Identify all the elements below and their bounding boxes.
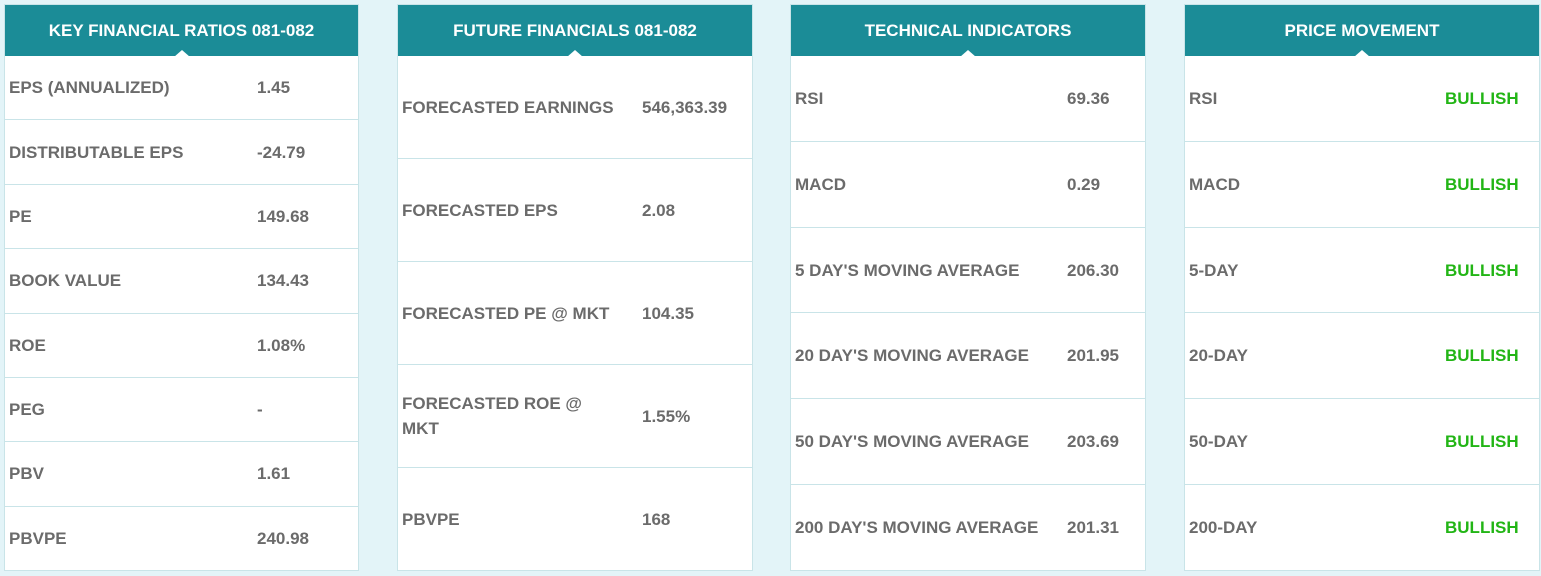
ratio-value: -24.79 xyxy=(257,142,306,162)
price-movement-card: PRICE MOVEMENT RSI BULLISH MACD BULLISH … xyxy=(1184,4,1540,571)
table-row: 50-DAY BULLISH xyxy=(1185,399,1539,486)
future-financials-header: FUTURE FINANCIALS 081-082 xyxy=(398,5,752,57)
table-row: MACD BULLISH xyxy=(1185,142,1539,228)
indicator-value: 206.30 xyxy=(1067,260,1119,280)
movement-status: BULLISH xyxy=(1445,174,1519,194)
indicator-value: 201.31 xyxy=(1067,518,1119,538)
key-financial-ratios-table: EPS (ANNUALIZED) 1.45 DISTRIBUTABLE EPS … xyxy=(5,56,358,570)
forecast-value: 546,363.39 xyxy=(642,97,728,117)
table-row: RSI 69.36 xyxy=(791,56,1145,142)
forecast-value: 1.55% xyxy=(642,406,691,426)
movement-label: 200-DAY xyxy=(1189,518,1258,538)
ratio-label: PBV xyxy=(9,464,44,484)
indicator-label: 5 DAY'S MOVING AVERAGE xyxy=(795,260,1020,280)
technical-indicators-header: TECHNICAL INDICATORS xyxy=(791,5,1145,57)
table-row: PBVPE 168 xyxy=(398,468,752,570)
ratio-label: BOOK VALUE xyxy=(9,271,122,291)
ratio-value: 1.61 xyxy=(257,464,291,484)
indicator-value: 203.69 xyxy=(1067,432,1119,452)
table-row: 5-DAY BULLISH xyxy=(1185,228,1539,314)
forecast-label: PBVPE xyxy=(402,509,460,529)
movement-status: BULLISH xyxy=(1445,346,1519,366)
movement-label: MACD xyxy=(1189,174,1240,194)
indicator-label: MACD xyxy=(795,174,846,194)
table-row: FORECASTED PE @ MKT 104.35 xyxy=(398,262,752,365)
future-financials-table: FORECASTED EARNINGS 546,363.39 FORECASTE… xyxy=(398,56,752,570)
table-row: MACD 0.29 xyxy=(791,142,1145,228)
movement-label: 50-DAY xyxy=(1189,432,1248,452)
table-row: PBV 1.61 xyxy=(5,442,358,507)
technical-indicators-card: TECHNICAL INDICATORS RSI 69.36 MACD 0.29… xyxy=(790,4,1146,571)
ratio-value: 1.45 xyxy=(257,78,291,98)
ratio-value: 1.08% xyxy=(257,335,306,355)
future-financials-card: FUTURE FINANCIALS 081-082 FORECASTED EAR… xyxy=(397,4,753,571)
price-movement-header: PRICE MOVEMENT xyxy=(1185,5,1539,57)
table-row: 50 DAY'S MOVING AVERAGE 203.69 xyxy=(791,399,1145,486)
key-financial-ratios-card: KEY FINANCIAL RATIOS 081-082 EPS (ANNUAL… xyxy=(4,4,359,571)
ratio-value: - xyxy=(257,400,263,420)
movement-label: RSI xyxy=(1189,88,1218,108)
forecast-label: FORECASTED PE @ MKT xyxy=(402,303,610,323)
table-row: PE 149.68 xyxy=(5,185,358,250)
forecast-value: 2.08 xyxy=(642,200,676,220)
table-row: PBVPE 240.98 xyxy=(5,507,358,570)
table-row: 200-DAY BULLISH xyxy=(1185,485,1539,570)
forecast-value: 168 xyxy=(642,509,671,529)
table-row: RSI BULLISH xyxy=(1185,56,1539,142)
indicator-value: 0.29 xyxy=(1067,174,1101,194)
indicator-label: 50 DAY'S MOVING AVERAGE xyxy=(795,432,1029,452)
forecast-label: FORECASTED ROE @ MKT xyxy=(402,394,582,438)
indicator-value: 69.36 xyxy=(1067,88,1110,108)
table-row: 20-DAY BULLISH xyxy=(1185,313,1539,400)
table-row: DISTRIBUTABLE EPS -24.79 xyxy=(5,120,358,185)
table-row: 200 DAY'S MOVING AVERAGE 201.31 xyxy=(791,485,1145,570)
ratio-label: EPS (ANNUALIZED) xyxy=(9,78,170,98)
table-row: BOOK VALUE 134.43 xyxy=(5,249,358,314)
key-financial-ratios-header: KEY FINANCIAL RATIOS 081-082 xyxy=(5,5,358,57)
ratio-value: 149.68 xyxy=(257,206,309,226)
movement-status: BULLISH xyxy=(1445,432,1519,452)
table-row: 20 DAY'S MOVING AVERAGE 201.95 xyxy=(791,313,1145,400)
movement-label: 5-DAY xyxy=(1189,260,1239,280)
table-row: FORECASTED EPS 2.08 xyxy=(398,159,752,262)
movement-label: 20-DAY xyxy=(1189,346,1248,366)
ratio-value: 134.43 xyxy=(257,271,309,291)
ratio-label: PE xyxy=(9,206,32,226)
price-movement-table: RSI BULLISH MACD BULLISH 5-DAY BULLISH 2… xyxy=(1185,56,1539,570)
forecast-label: FORECASTED EPS xyxy=(402,200,558,220)
ratio-label: PEG xyxy=(9,400,45,420)
table-row: 5 DAY'S MOVING AVERAGE 206.30 xyxy=(791,228,1145,314)
table-row: EPS (ANNUALIZED) 1.45 xyxy=(5,56,358,121)
movement-status: BULLISH xyxy=(1445,88,1519,108)
table-row: FORECASTED ROE @ MKT 1.55% xyxy=(398,365,752,468)
indicator-value: 201.95 xyxy=(1067,346,1119,366)
table-row: FORECASTED EARNINGS 546,363.39 xyxy=(398,56,752,159)
movement-status: BULLISH xyxy=(1445,518,1519,538)
indicator-label: 200 DAY'S MOVING AVERAGE xyxy=(795,518,1039,538)
movement-status: BULLISH xyxy=(1445,260,1519,280)
indicator-label: RSI xyxy=(795,88,824,108)
ratio-label: ROE xyxy=(9,335,46,355)
table-row: PEG - xyxy=(5,378,358,443)
ratio-label: DISTRIBUTABLE EPS xyxy=(9,142,184,162)
forecast-value: 104.35 xyxy=(642,303,694,323)
technical-indicators-table: RSI 69.36 MACD 0.29 5 DAY'S MOVING AVERA… xyxy=(791,56,1145,570)
ratio-label: PBVPE xyxy=(9,528,67,548)
forecast-label: FORECASTED EARNINGS xyxy=(402,97,614,117)
ratio-value: 240.98 xyxy=(257,528,309,548)
table-row: ROE 1.08% xyxy=(5,314,358,378)
indicator-label: 20 DAY'S MOVING AVERAGE xyxy=(795,346,1029,366)
